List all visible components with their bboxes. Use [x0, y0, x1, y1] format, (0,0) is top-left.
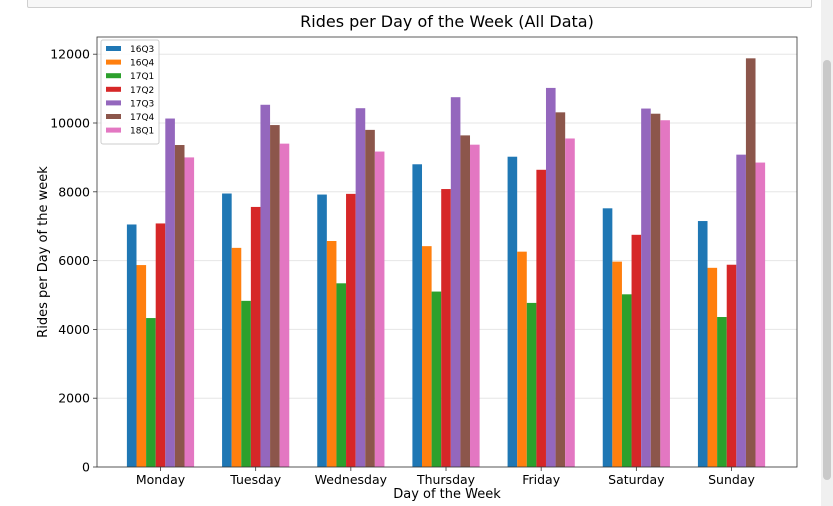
y-tick-label: 2000 — [58, 391, 90, 406]
bar-17q3-saturday — [641, 108, 651, 467]
y-tick-label: 0 — [82, 460, 90, 475]
x-tick-label: Thursday — [416, 472, 476, 487]
bar-17q3-thursday — [450, 97, 461, 467]
bar-17q3-monday — [165, 118, 175, 467]
legend-swatch — [106, 59, 121, 65]
bar-17q1-saturday — [621, 294, 632, 467]
y-tick-label: 4000 — [58, 322, 90, 337]
bar-16q4-friday — [517, 251, 527, 467]
legend-label: 17Q2 — [130, 86, 154, 96]
y-tick-label: 6000 — [58, 253, 90, 268]
bar-16q4-monday — [136, 265, 147, 467]
bar-17q1-thursday — [431, 291, 442, 467]
chart-title: Rides per Day of the Week (All Data) — [300, 12, 594, 31]
legend-label: 16Q4 — [130, 59, 155, 69]
bar-17q2-monday — [155, 223, 166, 467]
scrollbar-thumb[interactable] — [823, 60, 831, 480]
bar-16q3-tuesday — [222, 193, 232, 467]
vertical-scrollbar[interactable] — [821, 0, 833, 506]
bar-17q2-friday — [536, 169, 546, 467]
legend-swatch — [106, 114, 121, 119]
x-axis-label: Day of the Week — [393, 487, 501, 502]
legend-label: 17Q1 — [130, 72, 154, 82]
bar-18q1-monday — [184, 157, 195, 467]
bar-18q1-sunday — [755, 162, 766, 467]
bar-18q1-saturday — [660, 120, 670, 468]
y-tick-label: 12000 — [50, 47, 90, 62]
legend: 16Q3 16Q4 17Q1 17Q2 17Q3 17Q4 18Q1 — [100, 39, 160, 145]
bar-16q3-friday — [507, 156, 518, 467]
y-axis-label: Rides per Day of the week — [36, 166, 51, 338]
legend-label: 17Q4 — [130, 113, 155, 123]
bar-17q3-sunday — [736, 154, 746, 467]
bar-17q4-saturday — [650, 113, 661, 467]
bar-17q2-thursday — [441, 189, 451, 467]
y-axis-ticks: 0 2000 4000 6000 8000 10000 12000 — [50, 47, 97, 475]
x-tick-label: Saturday — [608, 472, 665, 487]
bar-17q4-tuesday — [270, 125, 280, 468]
bar-17q1-monday — [146, 318, 156, 467]
legend-label: 18Q1 — [130, 127, 154, 137]
bar-18q1-thursday — [470, 144, 480, 467]
bar-17q3-wednesday — [355, 108, 366, 467]
legend-label: 16Q3 — [130, 45, 154, 55]
legend-swatch — [106, 46, 121, 51]
bar-17q2-saturday — [631, 234, 642, 467]
x-tick-label: Friday — [522, 472, 560, 487]
x-tick-label: Wednesday — [315, 472, 388, 487]
bar-16q4-thursday — [422, 246, 432, 467]
bar-17q3-tuesday — [260, 104, 271, 467]
bar-17q1-sunday — [717, 317, 727, 467]
bar-16q3-monday — [126, 224, 137, 467]
bar-17q2-tuesday — [250, 206, 261, 467]
legend-swatch — [106, 86, 121, 92]
bar-16q4-tuesday — [231, 247, 242, 467]
bar-17q3-friday — [545, 87, 556, 468]
bars-group — [126, 58, 766, 468]
bar-17q1-wednesday — [336, 283, 347, 467]
bar-16q3-wednesday — [317, 194, 327, 467]
bar-17q4-thursday — [460, 135, 471, 467]
bar-17q4-monday — [174, 145, 185, 468]
bar-16q4-saturday — [612, 261, 622, 467]
legend-swatch — [106, 73, 121, 79]
bar-16q3-sunday — [697, 221, 708, 467]
x-axis-ticks: Monday Tuesday Wednesday Thursday Friday Satu… — [136, 467, 756, 487]
bar-17q2-wednesday — [346, 193, 356, 467]
legend-swatch — [106, 100, 121, 106]
bar-17q4-friday — [555, 112, 566, 467]
bar-17q1-friday — [526, 302, 537, 467]
y-tick-label: 8000 — [58, 184, 90, 199]
bar-17q4-wednesday — [365, 129, 375, 467]
bar-17q2-sunday — [726, 264, 737, 467]
bar-16q4-wednesday — [326, 240, 337, 467]
legend-label: 17Q3 — [130, 99, 154, 109]
legend-swatch — [106, 127, 121, 133]
y-tick-label: 10000 — [50, 116, 90, 131]
x-tick-label: Sunday — [708, 472, 755, 487]
bar-18q1-wednesday — [374, 151, 385, 467]
notebook-output-frame — [27, 0, 812, 8]
plot-frame — [96, 36, 798, 468]
bar-18q1-friday — [565, 138, 575, 468]
bar-17q1-tuesday — [241, 300, 251, 467]
bar-16q3-saturday — [602, 208, 613, 467]
bar-16q3-thursday — [412, 164, 423, 467]
bar-17q4-sunday — [745, 58, 756, 467]
x-tick-label: Monday — [136, 472, 186, 487]
x-tick-label: Tuesday — [229, 472, 281, 487]
bar-18q1-tuesday — [279, 143, 290, 467]
bar-16q4-sunday — [707, 267, 718, 467]
